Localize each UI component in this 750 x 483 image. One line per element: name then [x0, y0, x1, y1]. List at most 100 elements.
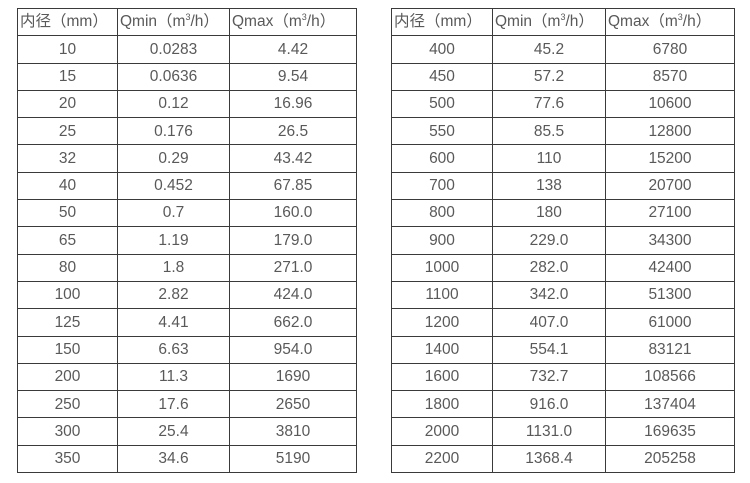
cell-qmax: 27100 [605, 199, 735, 228]
cell-qmin: 554.1 [492, 335, 606, 364]
cell-qmax: 8570 [605, 62, 735, 91]
table-row: 125 4.41 662.0 [17, 308, 357, 337]
cell-qmax: 1690 [229, 362, 357, 392]
cell-qmax: 4.42 [229, 35, 357, 64]
cell-qmin: 0.0283 [117, 35, 230, 64]
cell-diameter: 500 [391, 89, 493, 119]
cell-qmin: 6.63 [117, 335, 230, 364]
header-row: 内径（mm） Qmin（m3/h） Qmax（m3/h） [17, 7, 357, 37]
cell-diameter: 200 [17, 362, 118, 392]
cell-diameter: 1800 [391, 390, 493, 419]
cell-qmax: 26.5 [229, 117, 357, 146]
cell-qmax: 12800 [605, 117, 735, 146]
cell-qmax: 108566 [605, 362, 735, 392]
cell-qmax: 169635 [605, 417, 735, 446]
cell-qmin: 1368.4 [492, 444, 606, 474]
cell-diameter: 900 [391, 226, 493, 255]
header-diameter: 内径（mm） [391, 7, 493, 37]
cell-qmax: 179.0 [229, 226, 357, 255]
cell-qmax: 137404 [605, 390, 735, 419]
header-qmax-text: Qmax（m [608, 13, 678, 31]
cell-qmax: 271.0 [229, 253, 357, 282]
cell-qmin: 17.6 [117, 390, 230, 419]
cell-qmin: 342.0 [492, 280, 606, 310]
cell-qmax: 2650 [229, 390, 357, 419]
header-qmin: Qmin（m3/h） [117, 7, 230, 37]
header-qmax-unit: /h） [306, 13, 336, 31]
table-row: 2200 1368.4 205258 [391, 444, 735, 474]
cell-qmax: 15200 [605, 144, 735, 173]
cell-diameter: 32 [17, 144, 118, 173]
header-qmin-superscript: 3 [560, 12, 566, 23]
cell-diameter: 100 [17, 280, 118, 310]
table-row: 40 0.452 67.85 [17, 171, 357, 201]
cell-qmin: 57.2 [492, 62, 606, 91]
cell-diameter: 1000 [391, 253, 493, 282]
cell-diameter: 1100 [391, 280, 493, 310]
cell-diameter: 150 [17, 335, 118, 364]
cell-qmax: 3810 [229, 417, 357, 446]
cell-diameter: 10 [17, 35, 118, 64]
header-qmin-text: Qmin（m [495, 13, 561, 31]
cell-qmin: 407.0 [492, 308, 606, 337]
table-row: 80 1.8 271.0 [17, 253, 357, 282]
cell-diameter: 450 [391, 62, 493, 91]
cell-diameter: 65 [17, 226, 118, 255]
cell-qmax: 10600 [605, 89, 735, 119]
table-row: 32 0.29 43.42 [17, 144, 357, 173]
table-row: 600 110 15200 [391, 144, 735, 173]
table-row: 550 85.5 12800 [391, 117, 735, 146]
table-row: 150 6.63 954.0 [17, 335, 357, 364]
cell-qmin: 1.19 [117, 226, 230, 255]
table-row: 100 2.82 424.0 [17, 280, 357, 310]
cell-qmax: 662.0 [229, 308, 357, 337]
cell-qmin: 180 [492, 199, 606, 228]
cell-diameter: 600 [391, 144, 493, 173]
cell-qmax: 16.96 [229, 89, 357, 119]
header-qmax: Qmax（m3/h） [605, 7, 735, 37]
table-row: 1400 554.1 83121 [391, 335, 735, 364]
header-qmin-unit: /h） [565, 13, 594, 31]
table-row: 500 77.6 10600 [391, 89, 735, 119]
cell-qmin: 138 [492, 171, 606, 201]
cell-diameter: 125 [17, 308, 118, 337]
cell-qmax: 42400 [605, 253, 735, 282]
cell-qmin: 282.0 [492, 253, 606, 282]
cell-qmin: 0.176 [117, 117, 230, 146]
table-row: 20 0.12 16.96 [17, 89, 357, 119]
header-row: 内径（mm） Qmin（m3/h） Qmax（m3/h） [391, 7, 735, 37]
table-row: 65 1.19 179.0 [17, 226, 357, 255]
table-header: 内径（mm） Qmin（m3/h） Qmax（m3/h） [17, 7, 357, 37]
header-qmax-text: Qmax（m [232, 13, 302, 31]
cell-diameter: 50 [17, 199, 118, 228]
cell-diameter: 25 [17, 117, 118, 146]
table-row: 200 11.3 1690 [17, 362, 357, 392]
header-qmax: Qmax（m3/h） [229, 7, 357, 37]
cell-qmin: 110 [492, 144, 606, 173]
flow-spec-table-small-diameters: 内径（mm） Qmin（m3/h） Qmax（m3/h） 10 0.0283 4.4… [17, 7, 357, 474]
cell-diameter: 40 [17, 171, 118, 201]
cell-qmin: 916.0 [492, 390, 606, 419]
cell-qmax: 43.42 [229, 144, 357, 173]
cell-qmax: 954.0 [229, 335, 357, 364]
cell-diameter: 550 [391, 117, 493, 146]
cell-qmax: 6780 [605, 35, 735, 64]
cell-qmin: 0.452 [117, 171, 230, 201]
cell-diameter: 350 [17, 444, 118, 474]
table-row: 450 57.2 8570 [391, 62, 735, 91]
cell-diameter: 400 [391, 35, 493, 64]
cell-qmin: 1131.0 [492, 417, 606, 446]
cell-qmin: 0.0636 [117, 62, 230, 91]
cell-qmin: 11.3 [117, 362, 230, 392]
cell-qmax: 61000 [605, 308, 735, 337]
table-row: 900 229.0 34300 [391, 226, 735, 255]
cell-diameter: 800 [391, 199, 493, 228]
cell-diameter: 2200 [391, 444, 493, 474]
header-qmin: Qmin（m3/h） [492, 7, 606, 37]
cell-qmin: 229.0 [492, 226, 606, 255]
table-row: 300 25.4 3810 [17, 417, 357, 446]
cell-qmax: 5190 [229, 444, 357, 474]
cell-qmin: 1.8 [117, 253, 230, 282]
cell-qmin: 85.5 [492, 117, 606, 146]
